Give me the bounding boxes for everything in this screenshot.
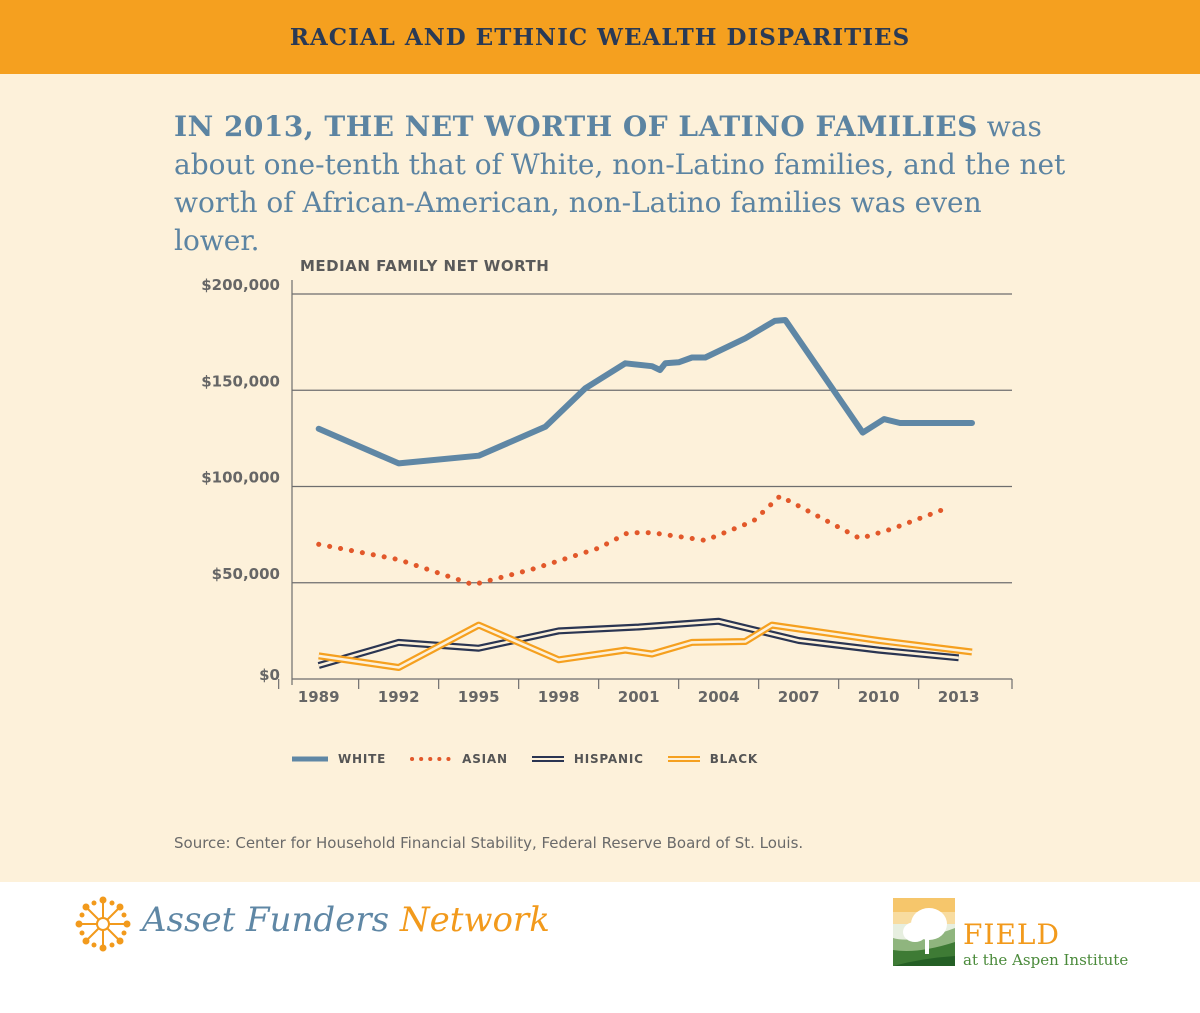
source-note: Source: Center for Household Financial S…	[174, 834, 804, 852]
legend-item-asian: ASIAN	[410, 752, 508, 766]
x-tick-label: 1989	[298, 688, 340, 706]
series-line-core-black	[318, 623, 973, 669]
series-hispanic	[317, 617, 960, 669]
x-tick-label: 2004	[698, 688, 740, 706]
series-white	[315, 317, 975, 467]
data-point-asian	[398, 559, 399, 560]
field-subtitle: at the Aspen Institute	[963, 951, 1129, 969]
x-tick-label: 2010	[858, 688, 900, 706]
field-logo-icon	[893, 898, 955, 966]
series-line-asian	[316, 493, 951, 588]
headline-body: was about one-tenth that of White, non-L…	[174, 110, 1066, 257]
legend-swatch-black	[667, 756, 700, 762]
data-point-asian	[652, 532, 653, 533]
series-black	[318, 621, 973, 671]
y-tick-label: $50,000	[212, 565, 280, 583]
footer	[0, 882, 1200, 1013]
y-tick-label: $0	[259, 666, 280, 684]
headline: IN 2013, THE NET WORTH OF LATINO FAMILIE…	[174, 108, 1074, 260]
data-point-asian	[860, 538, 861, 539]
series-line-white	[315, 317, 975, 467]
data-point-asian	[892, 528, 893, 529]
asset-funders-network-logo-icon	[75, 896, 131, 952]
asset-funders-network-wordmark: Asset Funders Network	[142, 900, 550, 940]
chart-legend: WHITE ASIAN HISPANIC BLACK	[292, 752, 782, 766]
legend-item-white: WHITE	[292, 752, 386, 766]
x-tick-label: 2007	[778, 688, 820, 706]
line-chart: $0 $50,000 $100,000 $150,000 $200,000 1989 199…	[201, 276, 1013, 706]
x-tick-label: 1995	[458, 688, 500, 706]
series-line-core-hispanic	[318, 619, 959, 667]
title-banner: RACIAL AND ETHNIC WEALTH DISPARITIES	[0, 0, 1200, 74]
x-tick-label: 2001	[618, 688, 660, 706]
legend-label-hispanic: HISPANIC	[573, 752, 644, 766]
legend-swatch-white	[292, 756, 328, 762]
legend-label-white: WHITE	[338, 752, 387, 766]
series-asian	[316, 493, 951, 588]
x-tick-label: 1992	[378, 688, 420, 706]
headline-lead: IN 2013, THE NET WORTH OF LATINO FAMILIE…	[174, 110, 978, 143]
data-point-asian	[948, 507, 949, 508]
chart-title: MEDIAN FAMILY NET WORTH	[300, 257, 550, 275]
y-tick-label: $200,000	[201, 276, 280, 294]
legend-item-black: BLACK	[667, 752, 758, 766]
data-point-asian	[473, 584, 474, 585]
x-tick-label: 2013	[938, 688, 980, 706]
legend-swatch-hispanic	[531, 756, 564, 762]
y-tick-label: $150,000	[201, 372, 280, 390]
legend-label-asian: ASIAN	[462, 752, 508, 766]
afn-wordmark-part1: Asset Funders	[142, 900, 390, 940]
banner-title: RACIAL AND ETHNIC WEALTH DISPARITIES	[289, 23, 911, 51]
legend-item-hispanic: HISPANIC	[531, 752, 644, 766]
legend-swatch-asian	[410, 757, 455, 761]
afn-wordmark-part2: Network	[399, 900, 550, 940]
y-tick-label: $100,000	[201, 469, 280, 487]
field-wordmark: FIELD	[963, 918, 1060, 951]
x-tick-label: 1998	[538, 688, 580, 706]
legend-label-black: BLACK	[709, 752, 758, 766]
